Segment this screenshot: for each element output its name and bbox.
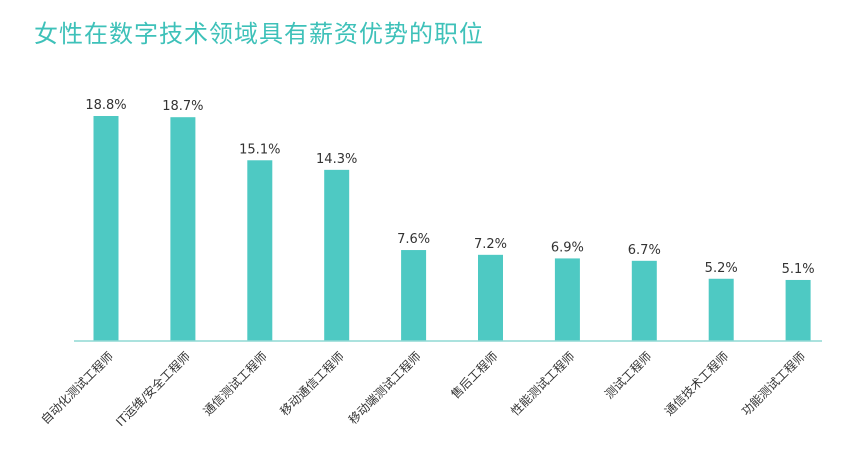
x-tick-label: 通信测试工程师 [200,349,270,419]
data-label: 18.7% [162,99,203,114]
x-tick-label: 移动端测试工程师 [345,349,423,427]
data-label: 7.6% [397,232,430,247]
data-label: 7.2% [474,237,507,252]
bar [247,160,273,341]
bar [785,279,811,341]
bar [401,250,427,341]
x-tick-label: 功能测试工程师 [738,349,808,419]
data-label: 5.2% [705,261,738,276]
data-label: 14.3% [316,152,357,167]
data-label: 15.1% [239,142,280,157]
x-tick-label: 性能测试工程师 [508,349,578,419]
bar [708,278,734,341]
data-label: 5.1% [782,262,815,277]
x-tick-label: 通信技术工程师 [661,349,731,419]
x-tick-label: 自动化测试工程师 [38,349,116,427]
chart-title: 女性在数字技术领域具有薪资优势的职位 [34,20,484,48]
x-tick-label: 移动通信工程师 [277,349,347,419]
x-tick-label: 测试工程师 [601,349,654,402]
bar [324,169,350,341]
bar [93,116,119,341]
bar [170,117,196,341]
bar [631,260,657,341]
data-label: 6.7% [628,243,661,258]
bar [554,258,580,341]
data-label: 18.8% [85,98,126,113]
x-tick-label: 售后工程师 [448,349,501,402]
x-tick-label: IT运维/安全工程师 [112,349,193,430]
bar [478,254,503,341]
data-label: 6.9% [551,240,584,255]
